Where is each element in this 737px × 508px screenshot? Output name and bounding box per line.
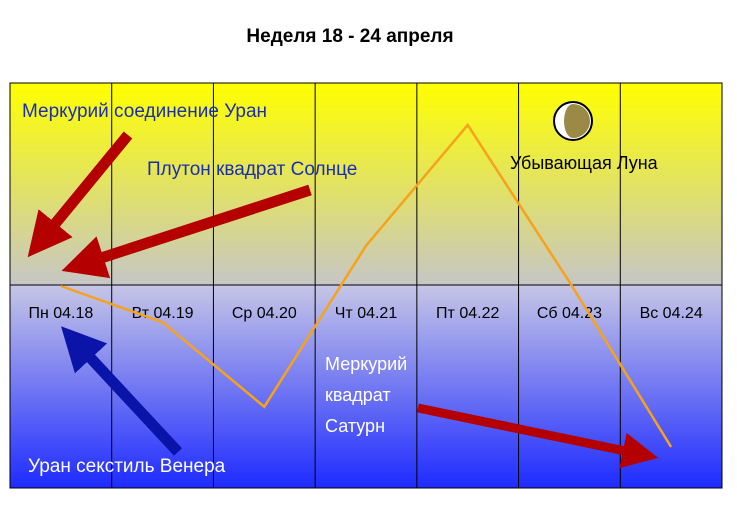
x-tick-label: Ср 04.20	[232, 305, 297, 322]
arrow	[417, 403, 659, 469]
arrow	[61, 184, 312, 279]
x-tick-label: Пт 04.22	[436, 305, 499, 322]
arrow	[27, 131, 133, 258]
arrow	[61, 326, 183, 456]
x-tick-label: Вс 04.24	[640, 305, 703, 322]
x-tick-label: Чт 04.21	[335, 305, 398, 322]
annotation: Меркурий	[325, 354, 407, 374]
chart-title: Неделя 18 - 24 апреля	[246, 26, 453, 47]
data-line	[60, 122, 673, 448]
annotation: квадрат	[325, 385, 391, 405]
annotation: Плутон квадрат Солнце	[147, 159, 357, 180]
moon-shadow	[564, 104, 590, 138]
x-tick-label: Пн 04.18	[28, 305, 93, 322]
bottom-panel	[10, 285, 722, 488]
annotation: Убывающая Луна	[510, 153, 659, 173]
annotation: Меркурий соединение Уран	[22, 101, 267, 122]
annotation: Уран секстиль Венера	[28, 456, 226, 477]
annotation: Сатурн	[325, 416, 385, 436]
